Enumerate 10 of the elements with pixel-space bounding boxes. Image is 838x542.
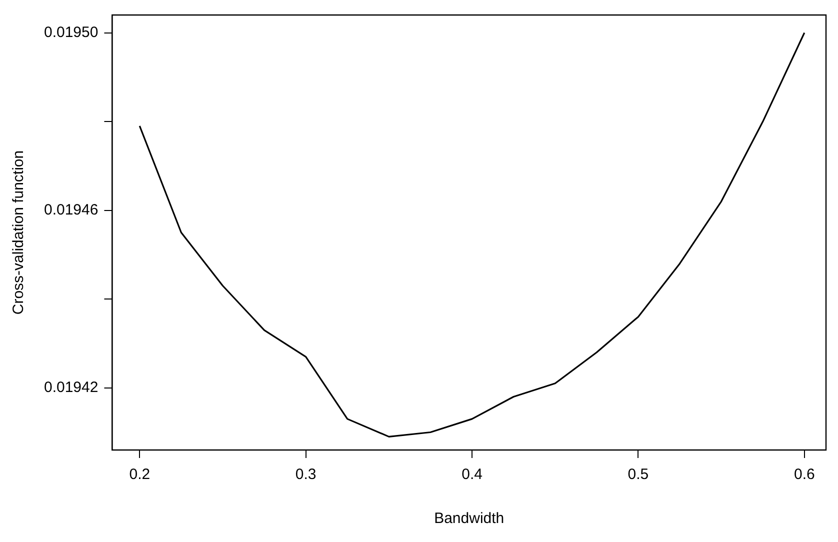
- x-tick-label: 0.6: [794, 466, 815, 484]
- y-axis-title: Cross-validation function: [10, 150, 28, 315]
- y-tick-label: 0.01946: [44, 201, 98, 218]
- x-tick-label: 0.2: [129, 466, 150, 484]
- y-tick-label: 0.01950: [44, 24, 98, 41]
- x-tick-label: 0.5: [628, 466, 649, 484]
- x-axis-title: Bandwidth: [434, 510, 504, 528]
- x-tick-label: 0.3: [295, 466, 316, 484]
- y-tick-label: 0.01942: [44, 379, 98, 396]
- x-tick-label: 0.4: [462, 466, 482, 484]
